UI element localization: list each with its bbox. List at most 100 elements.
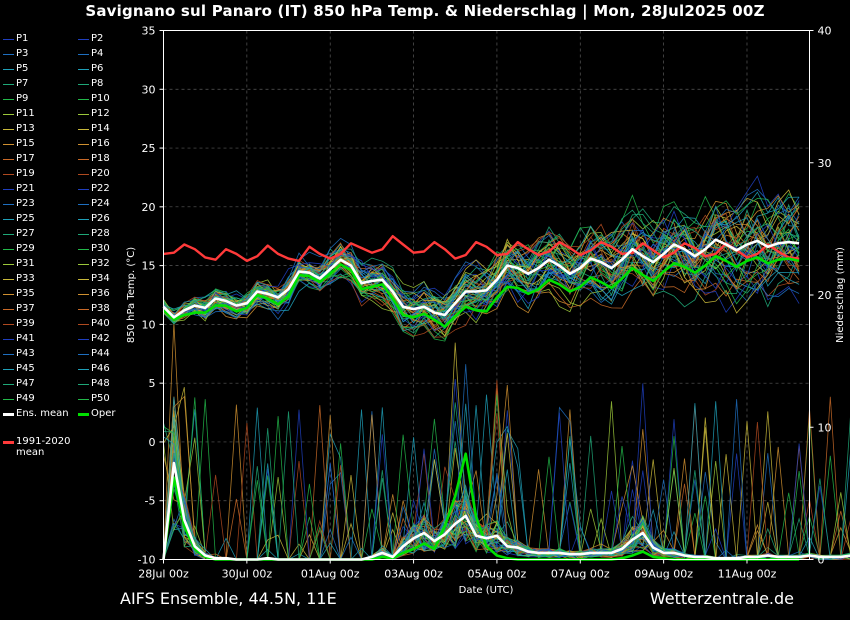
legend-label: mean [16, 447, 45, 458]
member-temp-line [163, 240, 800, 323]
legend-label: P24 [91, 198, 110, 209]
legend-label: P46 [91, 363, 110, 374]
legend-label: P18 [91, 153, 110, 164]
y2-tick-label: 20 [818, 289, 832, 302]
legend-label: P49 [16, 393, 35, 404]
legend-swatch [78, 204, 89, 205]
legend-label: P38 [91, 303, 110, 314]
legend-swatch [78, 84, 89, 85]
member-temp-line [163, 207, 800, 338]
temp-1991-2020-mean-line [163, 234, 800, 263]
y-axis-label: 850 hPa Temp. (°C) [126, 247, 137, 343]
legend-swatch [78, 354, 89, 355]
member-temp-line [163, 195, 800, 322]
legend-label: P50 [91, 393, 110, 404]
legend-swatch [3, 339, 14, 340]
legend-swatch [78, 69, 89, 70]
legend-swatch [78, 339, 89, 340]
legend-label: P5 [16, 63, 29, 74]
y2-tick-label: 0 [818, 554, 825, 567]
x-tick-label: 11Aug 00z [718, 568, 777, 581]
legend-label: P44 [91, 348, 110, 359]
legend-label: P7 [16, 78, 29, 89]
legend-label: P25 [16, 213, 35, 224]
legend-label: P26 [91, 213, 110, 224]
legend-label: P36 [91, 288, 110, 299]
legend-swatch [3, 441, 14, 444]
legend-swatch [78, 413, 89, 416]
member-temp-line [163, 228, 800, 331]
legend-label: P2 [91, 33, 104, 44]
legend-swatch [3, 99, 14, 100]
legend-swatch [78, 54, 89, 55]
y2-tick-label: 40 [818, 25, 832, 38]
legend-swatch [3, 144, 14, 145]
legend-label: P31 [16, 258, 35, 269]
legend-swatch [3, 204, 14, 205]
y-tick-label: -5 [145, 495, 156, 508]
y-tick-label: 20 [142, 201, 156, 214]
legend-label: P34 [91, 273, 110, 284]
legend-swatch [3, 354, 14, 355]
legend-swatch [78, 369, 89, 370]
legend-label: P27 [16, 228, 35, 239]
legend-label: P12 [91, 108, 110, 119]
y-tick-label: 10 [142, 318, 156, 331]
legend-swatch [78, 309, 89, 310]
legend-swatch [3, 249, 14, 250]
legend-label: Oper [91, 408, 116, 419]
y-tick-label: 0 [149, 436, 156, 449]
legend-label: P39 [16, 318, 35, 329]
x-tick-label: 03Aug 00z [384, 568, 443, 581]
legend-label: P19 [16, 168, 35, 179]
legend-swatch [3, 324, 14, 325]
legend-swatch [3, 84, 14, 85]
model-info: AIFS Ensemble, 44.5N, 11E [120, 589, 337, 608]
legend-label: P32 [91, 258, 110, 269]
legend-swatch [3, 129, 14, 130]
member-temp-line [163, 214, 800, 332]
y-tick-label: 35 [142, 25, 156, 38]
temp-ens-mean-line [162, 238, 800, 319]
legend-label: P17 [16, 153, 35, 164]
legend-label: P15 [16, 138, 35, 149]
y2-axis-label: Niederschlag (mm) [835, 247, 846, 343]
legend-label: P6 [91, 63, 104, 74]
legend-swatch [78, 399, 89, 400]
legend-swatch [78, 99, 89, 100]
legend-swatch [78, 189, 89, 190]
legend-label: P35 [16, 288, 35, 299]
legend-label: P8 [91, 78, 104, 89]
legend-label: P13 [16, 123, 35, 134]
temp-oper-line [162, 254, 800, 329]
legend-swatch [3, 279, 14, 280]
legend-label: P45 [16, 363, 35, 374]
legend-label: P37 [16, 303, 35, 314]
legend-label: P22 [91, 183, 110, 194]
legend-label: P9 [16, 93, 29, 104]
legend-swatch [3, 369, 14, 370]
legend-swatch [78, 384, 89, 385]
legend-swatch [3, 69, 14, 70]
legend-swatch [78, 174, 89, 175]
y-tick-label: 5 [149, 377, 156, 390]
legend-swatch [3, 174, 14, 175]
legend-label: Ens. mean [16, 408, 69, 419]
x-tick-label: 28Jul 00z [138, 568, 189, 581]
legend-swatch [3, 234, 14, 235]
legend-swatch [78, 159, 89, 160]
member-temp-line [163, 217, 800, 332]
legend-swatch [78, 279, 89, 280]
legend-swatch [78, 129, 89, 130]
legend-swatch [78, 249, 89, 250]
legend-label: P23 [16, 198, 35, 209]
legend-swatch [3, 54, 14, 55]
member-temp-line [163, 235, 800, 323]
legend-label: P42 [91, 333, 110, 344]
legend-swatch [3, 39, 14, 40]
legend-swatch [3, 159, 14, 160]
legend-label: P30 [91, 243, 110, 254]
legend-label: P1 [16, 33, 29, 44]
legend-swatch [78, 39, 89, 40]
legend-label: P43 [16, 348, 35, 359]
